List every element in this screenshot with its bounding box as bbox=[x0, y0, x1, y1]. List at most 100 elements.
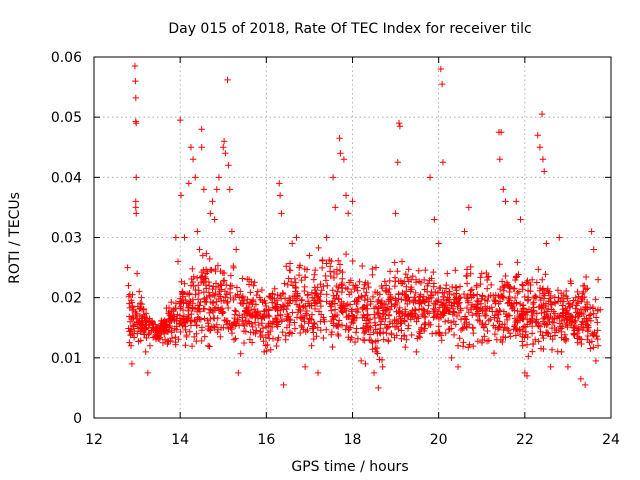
data-point bbox=[450, 331, 458, 339]
data-point bbox=[284, 299, 291, 307]
data-point bbox=[165, 308, 173, 316]
data-point bbox=[590, 332, 598, 339]
data-point bbox=[269, 290, 276, 297]
data-point bbox=[208, 307, 216, 314]
data-point bbox=[395, 325, 402, 333]
data-point bbox=[204, 342, 212, 349]
data-point bbox=[501, 282, 509, 289]
data-point bbox=[585, 324, 592, 331]
data-point bbox=[439, 310, 446, 317]
data-point bbox=[485, 337, 493, 344]
data-point bbox=[127, 332, 135, 339]
data-point bbox=[240, 297, 248, 304]
data-point bbox=[589, 331, 597, 338]
data-point bbox=[399, 310, 406, 318]
data-point bbox=[291, 297, 299, 304]
data-point bbox=[468, 286, 476, 293]
data-point bbox=[311, 300, 319, 307]
data-point bbox=[518, 281, 526, 288]
data-point bbox=[465, 344, 472, 351]
data-point bbox=[256, 312, 264, 320]
data-point bbox=[392, 278, 399, 285]
data-point bbox=[581, 381, 589, 389]
data-point bbox=[564, 363, 572, 371]
data-point bbox=[335, 296, 342, 303]
data-point bbox=[363, 312, 371, 319]
data-point bbox=[193, 322, 200, 329]
data-point bbox=[588, 338, 596, 345]
data-point bbox=[262, 323, 270, 331]
data-point bbox=[138, 294, 145, 301]
data-point bbox=[343, 313, 350, 321]
data-point bbox=[296, 329, 304, 337]
data-point bbox=[395, 119, 403, 127]
data-point bbox=[538, 110, 546, 118]
data-point bbox=[360, 329, 368, 337]
data-point bbox=[502, 272, 509, 280]
data-point bbox=[466, 341, 473, 348]
data-point bbox=[379, 315, 387, 323]
data-point bbox=[477, 300, 485, 307]
data-point bbox=[189, 156, 197, 163]
data-point bbox=[192, 174, 199, 181]
data-point bbox=[519, 282, 527, 289]
data-point bbox=[222, 150, 229, 157]
data-point bbox=[129, 304, 136, 311]
data-point bbox=[206, 282, 213, 289]
data-point bbox=[220, 138, 228, 145]
data-point bbox=[276, 192, 284, 199]
data-point bbox=[422, 266, 429, 274]
y-axis-title: ROTI / TECUs bbox=[7, 192, 23, 284]
data-point bbox=[159, 339, 167, 346]
data-point bbox=[413, 348, 420, 356]
data-point bbox=[220, 297, 227, 304]
data-point bbox=[223, 299, 231, 307]
data-point bbox=[394, 267, 401, 275]
data-point bbox=[369, 271, 376, 279]
data-point bbox=[586, 304, 594, 311]
data-point bbox=[420, 306, 427, 313]
data-point bbox=[224, 76, 231, 84]
data-point bbox=[355, 294, 362, 301]
data-point bbox=[317, 298, 324, 305]
data-point bbox=[310, 276, 318, 283]
data-point bbox=[129, 312, 136, 320]
y-tick-label: 0.04 bbox=[51, 170, 82, 186]
data-point bbox=[319, 256, 326, 264]
data-point bbox=[268, 299, 276, 306]
data-point bbox=[311, 271, 318, 278]
data-point bbox=[365, 323, 373, 330]
data-point bbox=[357, 357, 365, 365]
data-point bbox=[333, 311, 341, 319]
data-point bbox=[485, 317, 493, 324]
data-point bbox=[305, 320, 312, 327]
data-point bbox=[177, 328, 184, 336]
y-tick-labels: 0 0.01 0.02 0.03 0.04 0.05 0.06 bbox=[51, 50, 82, 427]
data-point bbox=[446, 288, 453, 296]
data-point bbox=[456, 335, 463, 342]
data-point bbox=[590, 246, 597, 253]
data-point bbox=[536, 303, 543, 310]
data-point bbox=[189, 278, 197, 286]
data-point bbox=[284, 317, 292, 324]
data-point bbox=[250, 282, 257, 289]
data-point bbox=[286, 321, 293, 329]
data-point bbox=[133, 210, 140, 217]
data-point bbox=[438, 337, 445, 344]
data-point bbox=[125, 325, 132, 332]
data-point bbox=[463, 304, 471, 312]
data-point bbox=[427, 292, 435, 299]
data-point bbox=[335, 284, 342, 291]
data-point bbox=[436, 329, 443, 336]
data-point bbox=[258, 320, 266, 327]
data-point bbox=[444, 294, 451, 301]
data-point bbox=[512, 332, 520, 339]
data-point bbox=[395, 295, 402, 303]
data-point bbox=[491, 330, 499, 338]
data-point bbox=[514, 327, 521, 334]
data-point bbox=[421, 319, 429, 327]
data-point bbox=[519, 315, 526, 323]
data-point bbox=[249, 323, 256, 331]
data-point bbox=[578, 297, 585, 305]
data-point bbox=[592, 314, 600, 321]
